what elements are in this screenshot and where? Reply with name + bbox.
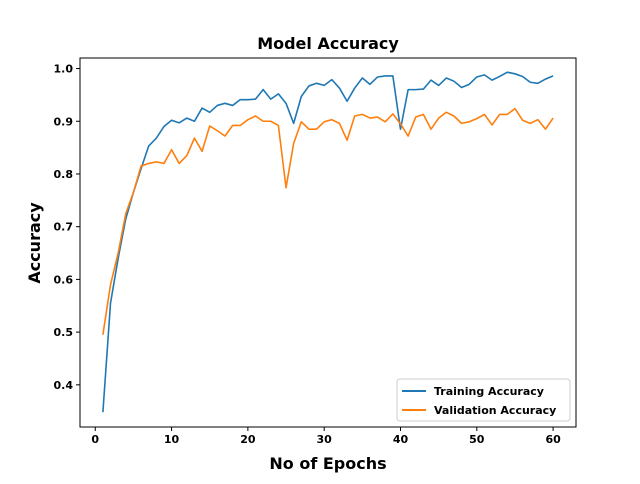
x-tick-label: 20 bbox=[240, 433, 256, 446]
x-tick-label: 40 bbox=[393, 433, 409, 446]
x-tick-label: 30 bbox=[317, 433, 333, 446]
training-accuracy-line bbox=[102, 71, 554, 413]
x-axis-label: No of Epochs bbox=[269, 454, 386, 473]
y-tick-label: 0.5 bbox=[54, 326, 74, 339]
training-accuracy-legend-label: Training Accuracy bbox=[434, 385, 544, 398]
y-tick-label: 0.9 bbox=[54, 115, 74, 128]
validation-accuracy-legend-label: Validation Accuracy bbox=[434, 404, 556, 417]
legend-box bbox=[396, 378, 571, 422]
y-tick-label: 0.7 bbox=[54, 221, 74, 234]
x-tick-label: 0 bbox=[91, 433, 99, 446]
plot-area bbox=[79, 57, 577, 428]
y-tick-label: 0.4 bbox=[54, 379, 74, 392]
y-tick-label: 1.0 bbox=[54, 63, 74, 76]
x-axis: 0 10 20 30 40 50 60 bbox=[91, 427, 561, 446]
validation-accuracy-line bbox=[102, 107, 554, 335]
y-tick-label: 0.8 bbox=[54, 168, 74, 181]
series-lines bbox=[102, 71, 554, 413]
y-axis-label: Accuracy bbox=[25, 202, 44, 284]
y-tick-label: 0.6 bbox=[54, 273, 74, 286]
x-tick-label: 50 bbox=[469, 433, 485, 446]
x-tick-label: 60 bbox=[545, 433, 561, 446]
y-axis: 0.4 0.5 0.6 0.7 0.8 0.9 1.0 bbox=[54, 63, 80, 392]
x-tick-label: 10 bbox=[164, 433, 180, 446]
axes-frame bbox=[79, 57, 577, 428]
legend: Training Accuracy Validation Accuracy bbox=[396, 378, 571, 422]
chart-title: Model Accuracy bbox=[257, 34, 399, 53]
